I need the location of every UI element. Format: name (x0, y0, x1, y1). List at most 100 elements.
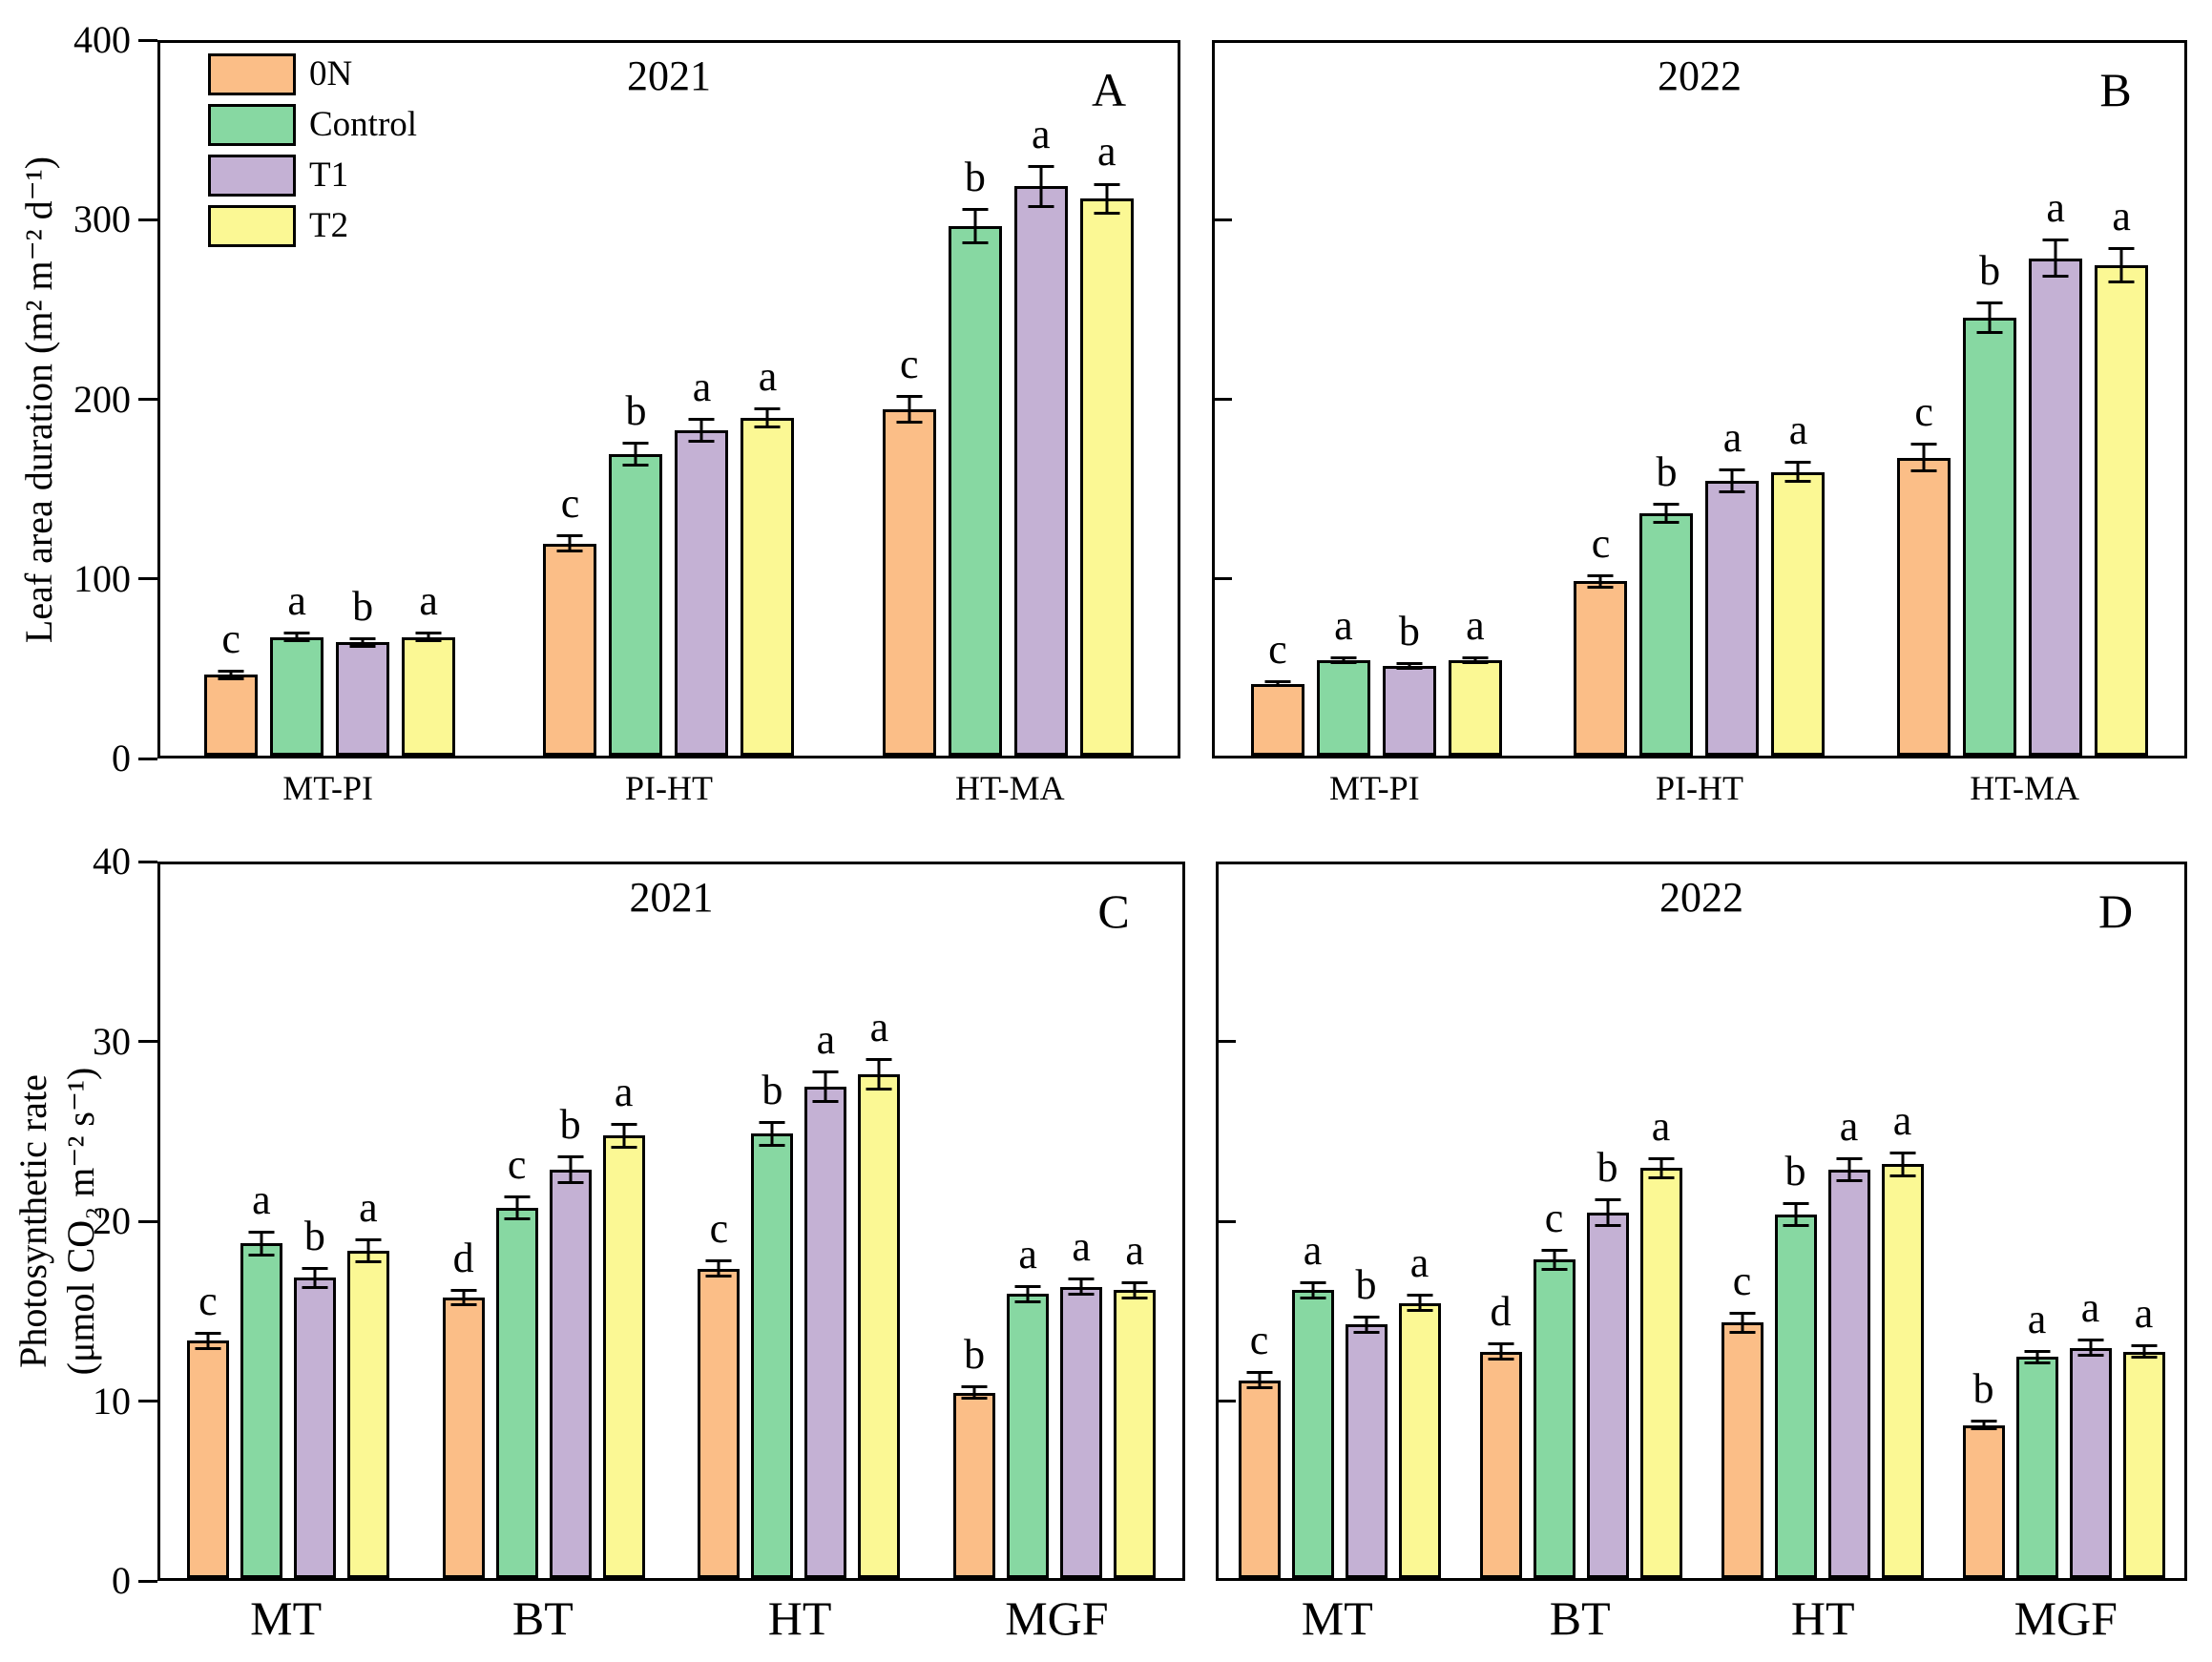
error-bar-line (1982, 1420, 1985, 1431)
significance-letter: c (221, 614, 240, 662)
error-bar-cap-bottom (2024, 1361, 2050, 1364)
x-tick-labels: MT-PI PI-HT HT-MA (1212, 768, 2187, 808)
significance-letter: d (452, 1234, 474, 1281)
y-tick (138, 218, 157, 221)
bar-T2-HT-MA (2095, 265, 2149, 756)
significance-letter: b (1398, 608, 1420, 655)
significance-letter: c (1732, 1257, 1752, 1305)
significance-letter: c (900, 340, 919, 387)
panel-d-letter: D (2097, 884, 2134, 938)
bar-Control-PI-HT (609, 453, 663, 756)
legend-item-t1: T1 (208, 155, 417, 197)
bar-slot-0N-BT: d (1479, 864, 1522, 1578)
bar-slot-T2-BT: a (602, 864, 645, 1578)
significance-letter: a (1018, 1230, 1037, 1278)
error-bar-cap-bottom (415, 639, 442, 643)
x-tick-label-PI-HT: PI-HT (1655, 769, 1743, 807)
bar-slot-0N-HT-MA: c (1897, 43, 1951, 756)
error-bar-cap-top (1300, 1280, 1325, 1284)
error-bar-line (462, 1288, 466, 1307)
error-bar-line (1499, 1342, 1502, 1361)
error-bar (450, 1288, 477, 1307)
error-bar-line (1408, 662, 1411, 670)
error-bar-cap-top (611, 1123, 637, 1127)
error-bar-cap-bottom (1330, 661, 1357, 664)
bar-slot-Control-MGF: a (2015, 864, 2058, 1578)
bar-T1-MT-PI (1382, 665, 1436, 756)
error-bar-cap-bottom (1976, 330, 2003, 334)
bar-slot-T2-MGF: a (1114, 864, 1157, 1578)
bar-Control-PI-HT (1639, 512, 1694, 756)
y-tick (138, 38, 157, 42)
significance-letter: a (1334, 602, 1353, 650)
error-bar-line (1606, 1198, 1609, 1228)
significance-letter: a (2080, 1284, 2100, 1332)
x-tick-labels: MT-PI PI-HT HT-MA (157, 768, 1180, 808)
error-bar-cap-top (218, 669, 244, 673)
error-bar-cap-bottom (1648, 1175, 1674, 1179)
error-bar-line (699, 418, 703, 444)
error-bar (1014, 1284, 1041, 1303)
error-bar-line (1741, 1312, 1743, 1334)
error-bar (248, 1231, 275, 1257)
error-bar-cap-bottom (355, 1260, 382, 1264)
error-bar (1094, 182, 1120, 216)
error-bar (1264, 679, 1291, 688)
significance-letter: b (964, 153, 986, 200)
bar-0N-MGF (1962, 1424, 2005, 1578)
bar-slot-T2-MGF: a (2122, 864, 2165, 1578)
error-bar (2131, 1343, 2157, 1360)
error-bar (556, 534, 583, 553)
error-bar-cap-top (962, 207, 989, 211)
significance-letter: c (507, 1140, 527, 1188)
y-tick (138, 1400, 157, 1402)
bar-Control-HT-MA (1963, 317, 2017, 756)
error-bar-line (972, 1385, 976, 1401)
error-bar-line (1342, 656, 1346, 664)
y-tick (138, 577, 157, 581)
bar-0N-BT (1479, 1351, 1522, 1578)
error-bar (1653, 502, 1680, 525)
error-bar (1353, 1315, 1379, 1334)
error-bar (1784, 461, 1811, 483)
error-bar-cap-top (556, 534, 583, 538)
significance-letter: c (198, 1277, 218, 1324)
error-bar (1783, 1202, 1808, 1228)
error-bar-cap-bottom (450, 1303, 477, 1307)
error-bar (754, 406, 781, 429)
error-bar-line (1311, 1280, 1314, 1299)
bar-slot-0N-MT-PI: c (1250, 43, 1304, 756)
bar-0N-HT-MA (1897, 457, 1951, 756)
bar-0N-MGF (953, 1392, 996, 1578)
error-bar-cap-top (1353, 1315, 1379, 1319)
significance-letter: a (614, 1069, 634, 1116)
bar-slot-Control-MT-PI: a (1316, 43, 1370, 756)
bar-0N-HT-MA (882, 408, 936, 756)
error-bar-cap-top (1976, 301, 2003, 304)
bar-T1-MGF (2069, 1347, 2112, 1578)
error-bar (1889, 1152, 1915, 1177)
y-tick (138, 757, 157, 760)
bar-slot-T2-HT-MA: a (1079, 43, 1134, 756)
error-bar (2108, 247, 2135, 283)
error-bar-line (260, 1231, 263, 1257)
error-bar (504, 1195, 531, 1220)
error-bar-cap-top (759, 1121, 785, 1125)
y-tick (138, 1219, 157, 1223)
error-bar-cap-bottom (1264, 684, 1291, 688)
significance-letter: a (1892, 1097, 1912, 1145)
error-bar-cap-bottom (961, 1397, 988, 1401)
error-bar-line (1258, 1371, 1261, 1390)
error-bar-line (361, 636, 365, 649)
legend-swatch-0n (208, 53, 296, 95)
error-bar (812, 1070, 839, 1104)
bar-slot-0N-PI-HT: c (1574, 43, 1628, 756)
bar-slot-T2-HT-MA: a (2095, 43, 2149, 756)
error-bar-cap-bottom (504, 1216, 531, 1220)
